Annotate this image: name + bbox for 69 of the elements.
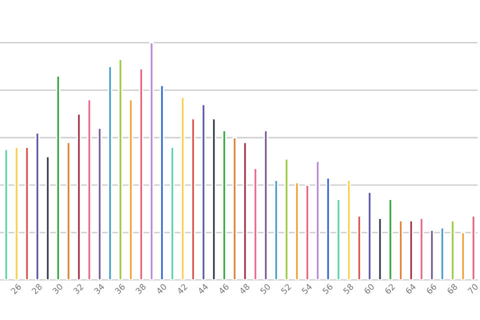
bar [201, 104, 206, 280]
x-tick-label: 28 [31, 283, 42, 294]
bar [232, 136, 237, 280]
x-tick-label: 46 [218, 283, 230, 295]
bar [253, 168, 258, 280]
bar [66, 142, 71, 280]
bar [97, 127, 102, 280]
bar [170, 146, 175, 280]
bar [35, 132, 40, 280]
bar [14, 146, 19, 280]
bar [408, 220, 414, 280]
x-tick-label: 70 [467, 283, 479, 294]
bar [440, 227, 445, 280]
bar [128, 98, 134, 280]
x-tick-label: 66 [426, 283, 438, 294]
bar [87, 98, 92, 280]
bar [160, 84, 164, 280]
bar [460, 232, 466, 280]
bar [46, 156, 50, 280]
bar [180, 96, 185, 280]
x-tick-label: 44 [197, 283, 209, 294]
x-tick-label: 62 [384, 283, 396, 294]
x-tick-label: 36 [114, 283, 126, 294]
bar [388, 198, 393, 280]
bar [378, 218, 382, 280]
bar [430, 229, 434, 280]
bar [326, 177, 330, 280]
bar [149, 42, 154, 280]
bar [284, 158, 289, 280]
bar [212, 118, 216, 280]
bar [336, 198, 341, 280]
x-tick-label: 42 [176, 283, 188, 294]
bar [450, 220, 455, 280]
bar [294, 182, 300, 280]
x-tick-label: 54 [301, 283, 312, 294]
bar [222, 130, 227, 280]
x-tick-label: 52 [280, 283, 292, 294]
x-tick-label: 58 [342, 283, 354, 294]
bar [138, 68, 144, 280]
bar [367, 192, 372, 280]
x-tick-label: 40 [156, 283, 168, 295]
bar [315, 160, 320, 280]
bar [118, 58, 123, 280]
x-tick-label: 32 [72, 283, 84, 294]
x-tick-label: 68 [446, 283, 458, 294]
bar [305, 184, 310, 280]
bar [274, 180, 278, 280]
bar [471, 215, 476, 280]
bar [24, 146, 30, 280]
bar [76, 113, 82, 280]
bar [190, 118, 196, 280]
bar [398, 220, 404, 280]
x-tick-label: 48 [238, 283, 250, 295]
x-tick-label: 30 [52, 283, 64, 294]
bar [419, 218, 424, 280]
bar [346, 180, 352, 280]
x-tick-label: 56 [322, 283, 334, 294]
bar [4, 148, 8, 280]
bar [242, 142, 248, 280]
x-tick-label: 50 [260, 283, 271, 294]
bar [356, 215, 362, 280]
x-tick-label: 26 [10, 283, 22, 294]
bar [264, 130, 268, 280]
x-tick-label: 64 [405, 283, 416, 294]
x-tick-label: 34 [94, 283, 105, 294]
x-tick-label: 38 [135, 283, 146, 294]
bar [108, 66, 112, 280]
bar [56, 75, 60, 280]
x-tick-label: 60 [364, 283, 375, 294]
